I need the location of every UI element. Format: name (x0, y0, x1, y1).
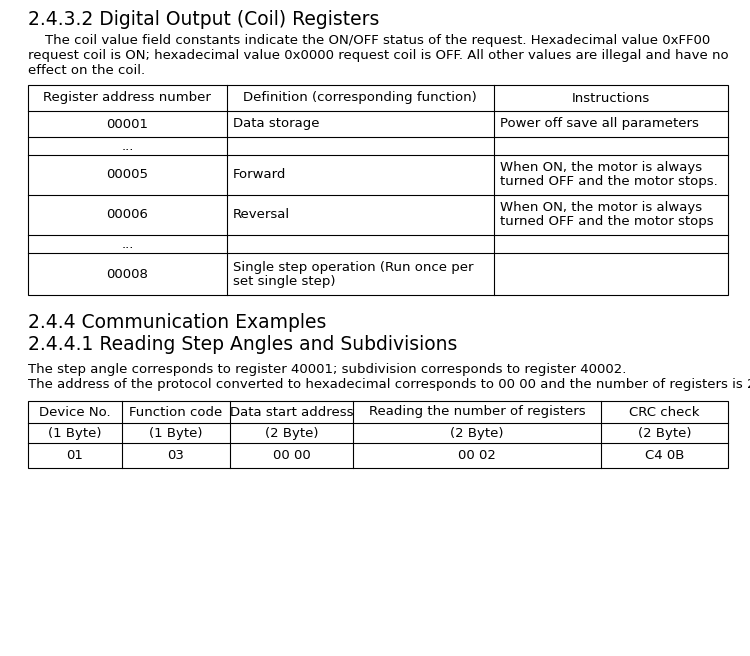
Text: (1 Byte): (1 Byte) (149, 426, 202, 440)
Text: C4 0B: C4 0B (645, 449, 684, 462)
Text: turned OFF and the motor stops: turned OFF and the motor stops (500, 216, 713, 228)
Text: Device No.: Device No. (39, 405, 111, 419)
Text: ...: ... (122, 140, 134, 152)
Text: Power off save all parameters: Power off save all parameters (500, 117, 698, 131)
Text: 00001: 00001 (106, 117, 148, 131)
Text: 00005: 00005 (106, 169, 148, 182)
Text: (1 Byte): (1 Byte) (48, 426, 102, 440)
Text: Instructions: Instructions (572, 91, 650, 104)
Text: Single step operation (Run once per: Single step operation (Run once per (232, 260, 473, 274)
Text: 2.4.4 Communication Examples: 2.4.4 Communication Examples (28, 313, 326, 332)
Text: ...: ... (122, 237, 134, 251)
Text: 00 00: 00 00 (273, 449, 310, 462)
Text: The step angle corresponds to register 40001; subdivision corresponds to registe: The step angle corresponds to register 4… (28, 363, 626, 376)
Text: Data start address: Data start address (230, 405, 353, 419)
Text: effect on the coil.: effect on the coil. (28, 64, 146, 77)
Text: Reversal: Reversal (232, 209, 290, 222)
Text: 2.4.3.2 Digital Output (Coil) Registers: 2.4.3.2 Digital Output (Coil) Registers (28, 10, 380, 29)
Text: 2.4.4.1 Reading Step Angles and Subdivisions: 2.4.4.1 Reading Step Angles and Subdivis… (28, 335, 457, 354)
Text: (2 Byte): (2 Byte) (638, 426, 692, 440)
Text: request coil is ON; hexadecimal value 0x0000 request coil is OFF. All other valu: request coil is ON; hexadecimal value 0x… (28, 49, 728, 62)
Text: The coil value field constants indicate the ON/OFF status of the request. Hexade: The coil value field constants indicate … (28, 34, 710, 47)
Text: Reading the number of registers: Reading the number of registers (369, 405, 585, 419)
Text: 00008: 00008 (106, 268, 148, 281)
Text: Definition (corresponding function): Definition (corresponding function) (243, 91, 477, 104)
Bar (28, 401, 728, 468)
Text: Register address number: Register address number (44, 91, 211, 104)
Text: (2 Byte): (2 Byte) (265, 426, 318, 440)
Text: set single step): set single step) (232, 274, 335, 287)
Text: When ON, the motor is always: When ON, the motor is always (500, 201, 702, 215)
Text: When ON, the motor is always: When ON, the motor is always (500, 161, 702, 174)
Text: 03: 03 (167, 449, 184, 462)
Text: (2 Byte): (2 Byte) (450, 426, 504, 440)
Text: Forward: Forward (232, 169, 286, 182)
Text: Function code: Function code (130, 405, 223, 419)
Text: turned OFF and the motor stops.: turned OFF and the motor stops. (500, 176, 717, 188)
Text: The address of the protocol converted to hexadecimal corresponds to 00 00 and th: The address of the protocol converted to… (28, 378, 750, 391)
Text: CRC check: CRC check (629, 405, 700, 419)
Text: 01: 01 (67, 449, 83, 462)
Text: 00 02: 00 02 (458, 449, 496, 462)
Bar (28, 85, 728, 295)
Text: Data storage: Data storage (232, 117, 320, 131)
Text: 00006: 00006 (106, 209, 148, 222)
